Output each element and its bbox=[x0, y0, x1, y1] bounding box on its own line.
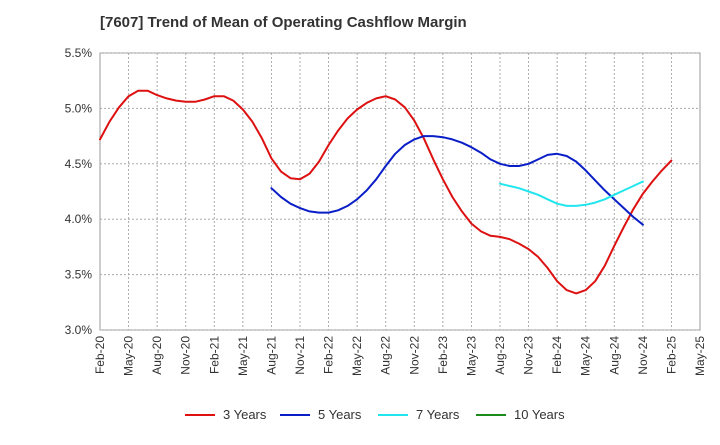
y-axis: 3.0% 3.5% 4.0% 4.5% 5.0% 5.5% bbox=[65, 46, 93, 337]
plot-area bbox=[99, 52, 701, 331]
x-tick-label: Feb-24 bbox=[550, 336, 564, 374]
grid-lines bbox=[100, 52, 700, 331]
x-tick-label: Nov-21 bbox=[293, 336, 307, 375]
x-tick-label: May-25 bbox=[693, 336, 707, 376]
y-tick-label: 3.0% bbox=[65, 323, 93, 337]
chart-title: [7607] Trend of Mean of Operating Cashfl… bbox=[100, 14, 467, 31]
x-tick-label: Aug-21 bbox=[264, 336, 278, 375]
y-tick-label: 5.0% bbox=[65, 101, 93, 115]
x-tick-label: Aug-24 bbox=[607, 336, 621, 375]
legend-label: 10 Years bbox=[514, 407, 565, 422]
x-tick-label: Nov-23 bbox=[522, 336, 536, 375]
x-axis: Feb-20 May-20 Aug-20 Nov-20 Feb-21 May-21 Aug-… bbox=[93, 336, 707, 376]
legend-label: 5 Years bbox=[318, 407, 362, 422]
legend-label: 3 Years bbox=[223, 407, 267, 422]
series-lines bbox=[99, 89, 673, 295]
x-tick-label: Feb-22 bbox=[322, 336, 336, 374]
x-tick-label: Feb-25 bbox=[664, 336, 678, 374]
x-tick-label: Feb-20 bbox=[93, 336, 107, 374]
series-line-5-years bbox=[270, 135, 644, 226]
x-tick-label: Aug-22 bbox=[379, 336, 393, 375]
x-tick-label: Feb-23 bbox=[436, 336, 450, 374]
x-tick-label: Nov-24 bbox=[636, 336, 650, 375]
x-tick-label: Feb-21 bbox=[207, 336, 221, 374]
x-tick-label: Aug-23 bbox=[493, 336, 507, 375]
legend-label: 7 Years bbox=[416, 407, 460, 422]
x-tick-label: May-24 bbox=[579, 336, 593, 376]
series-line-3-years bbox=[99, 89, 673, 295]
x-tick-label: May-20 bbox=[122, 336, 136, 376]
x-tick-label: Aug-20 bbox=[150, 336, 164, 375]
x-tick-label: May-23 bbox=[464, 336, 478, 376]
x-tick-label: May-21 bbox=[236, 336, 250, 376]
legend: 3 Years 5 Years 7 Years 10 Years bbox=[185, 407, 565, 422]
x-tick-label: Nov-20 bbox=[179, 336, 193, 375]
y-tick-label: 3.5% bbox=[65, 268, 93, 282]
y-tick-label: 4.5% bbox=[65, 157, 93, 171]
series-line-7-years bbox=[499, 180, 644, 207]
x-tick-label: Nov-22 bbox=[407, 336, 421, 375]
y-tick-label: 4.0% bbox=[65, 212, 93, 226]
y-tick-label: 5.5% bbox=[65, 46, 93, 60]
x-tick-label: May-22 bbox=[350, 336, 364, 376]
